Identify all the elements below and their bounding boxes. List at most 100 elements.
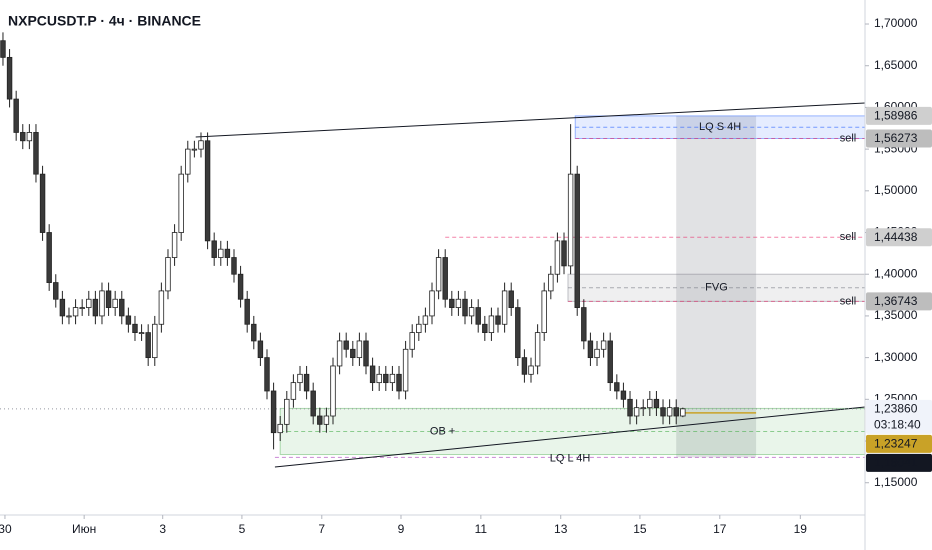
- price-badge-label: 1,18041: [874, 456, 918, 470]
- candle-body: [594, 348, 600, 359]
- candle-body: [218, 248, 224, 258]
- candle-body: [0, 40, 6, 58]
- price-badge-label: 1,44438: [874, 230, 918, 244]
- candle-body: [6, 56, 13, 100]
- candle-body: [26, 132, 33, 142]
- candle-body: [449, 298, 455, 308]
- price-badge: [866, 399, 932, 434]
- candle-body: [574, 173, 580, 308]
- candle-body: [363, 340, 369, 367]
- x-tick-label: 5: [239, 522, 246, 536]
- candle-body: [277, 423, 283, 434]
- candle-body: [191, 148, 198, 151]
- candle-body: [521, 357, 528, 375]
- candle-body: [607, 340, 613, 384]
- price-badge: [866, 106, 932, 125]
- x-tick-label: 15: [633, 522, 647, 536]
- x-tick-label: 30: [0, 522, 12, 536]
- y-tick-label: 1,35000: [874, 308, 918, 322]
- candle-body: [475, 307, 481, 325]
- candle-body: [297, 373, 303, 384]
- candle-body: [264, 357, 270, 392]
- candle-body: [567, 173, 574, 267]
- candle-body: [284, 398, 290, 425]
- candle-body: [178, 173, 184, 233]
- candle-body: [389, 373, 396, 384]
- trendline: [195, 102, 866, 138]
- candle-body: [33, 132, 39, 175]
- candle-body: [501, 290, 508, 325]
- candle-body: [231, 257, 237, 275]
- candle-body: [13, 98, 19, 133]
- candle-body: [105, 290, 112, 308]
- candle-body: [132, 323, 138, 334]
- candle-body: [488, 315, 495, 334]
- x-tick-label: 9: [398, 522, 405, 536]
- zone: [279, 407, 866, 456]
- candle-body: [422, 315, 429, 325]
- candle-body: [600, 340, 607, 350]
- candle-body: [72, 307, 79, 317]
- candle-body: [548, 273, 554, 292]
- candle-body: [673, 407, 679, 417]
- y-tick-label: 1,15000: [874, 475, 918, 489]
- price-badge: [866, 228, 932, 247]
- candle-body: [145, 332, 151, 359]
- price-badge-label: 1,56273: [874, 131, 918, 145]
- level-label: sell: [840, 132, 857, 144]
- x-tick-label: 11: [475, 522, 488, 536]
- candle-body: [165, 257, 171, 292]
- candle-body: [554, 240, 561, 275]
- candle-body: [46, 232, 52, 283]
- y-tick-label: 1,70000: [874, 16, 918, 30]
- candle-body: [53, 282, 59, 300]
- candle-body: [534, 332, 541, 367]
- candle-body: [290, 382, 297, 400]
- candle-body: [224, 248, 231, 258]
- x-tick-label: 17: [713, 522, 727, 536]
- zone-label: OB +: [430, 425, 455, 437]
- candle-body: [138, 332, 145, 335]
- candle-body: [515, 307, 521, 359]
- y-tick-label: 1,65000: [874, 58, 918, 72]
- chart-title: NXPCUSDT.P · 4ч · BINANCE: [8, 13, 201, 29]
- candle-body: [561, 240, 567, 267]
- y-tick-label: 1,30000: [874, 350, 918, 364]
- zone-label: FVG: [705, 282, 728, 294]
- candle-body: [435, 257, 442, 292]
- candle-body: [92, 298, 99, 317]
- x-tick-label: 13: [554, 522, 568, 536]
- candle-body: [633, 407, 640, 417]
- candle-body: [257, 340, 264, 359]
- candle-body: [528, 365, 534, 375]
- candle-body: [59, 298, 66, 317]
- candle-body: [508, 290, 514, 308]
- candle-body: [468, 307, 475, 317]
- candle-body: [653, 398, 660, 409]
- candle-body: [627, 398, 633, 417]
- x-tick-label: 3: [159, 522, 166, 536]
- candle-body: [310, 390, 316, 417]
- price-badge-label: 1,36743: [874, 294, 918, 308]
- candle-body: [581, 307, 587, 342]
- level-label: sell: [840, 231, 857, 243]
- candle-body: [640, 407, 646, 410]
- plot-area: LQ S 4H FVG OB + sell sell sell LQ L 4H: [0, 32, 866, 468]
- candle-body: [119, 298, 125, 317]
- candle-body: [211, 240, 217, 258]
- candle-body: [171, 232, 178, 258]
- price-badge: [866, 434, 932, 453]
- candle-body: [66, 315, 72, 318]
- candle-body: [429, 290, 435, 317]
- candle-body: [237, 273, 244, 300]
- price-badge-label: 1,58986: [874, 109, 918, 123]
- candle-body: [99, 290, 105, 317]
- candle-body: [587, 340, 594, 359]
- candle-body: [79, 307, 85, 309]
- candle-body: [343, 340, 349, 350]
- candle-body: [303, 373, 310, 392]
- candle-body: [376, 373, 382, 384]
